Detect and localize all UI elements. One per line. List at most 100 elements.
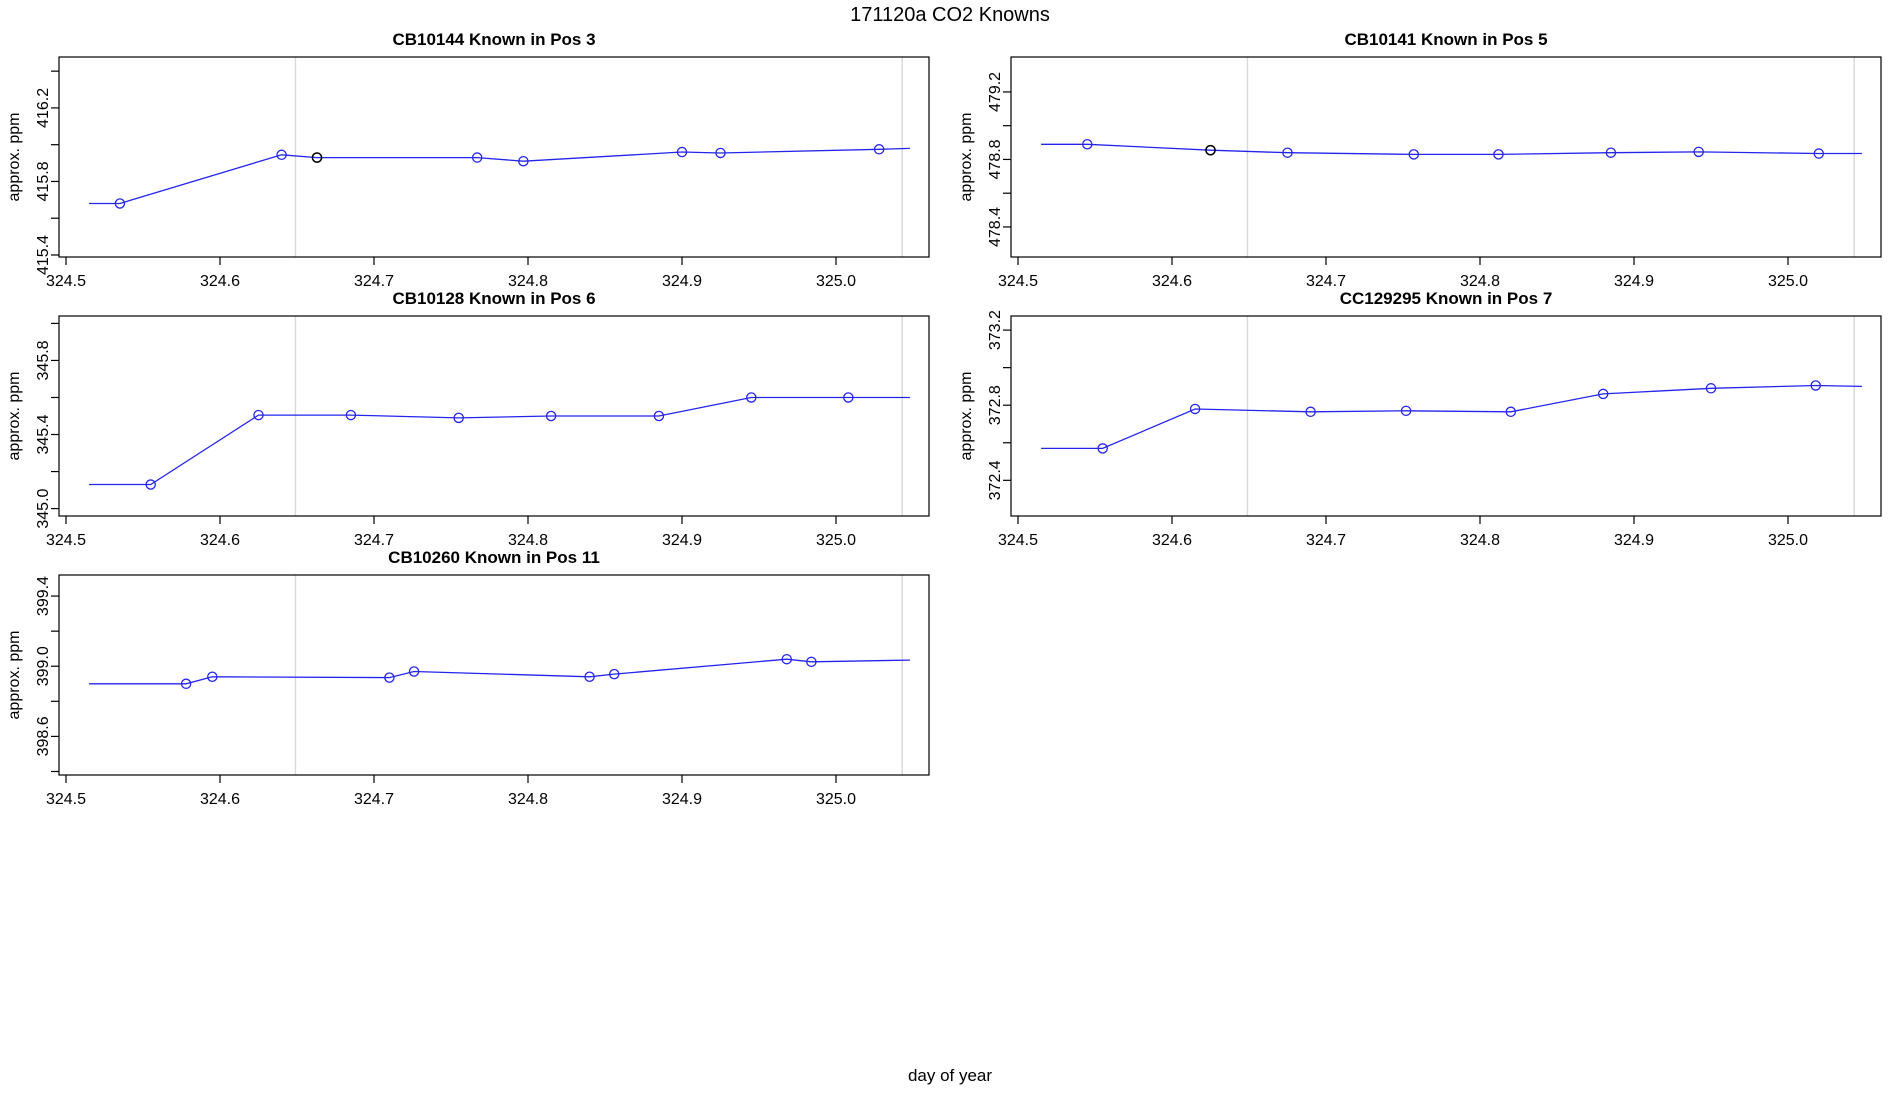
y-tick-label: 345.0 xyxy=(35,488,52,528)
subplot-cc129295: 324.5 324.6 324.7 324.8 324.9 325.0 372.4 372.8… xyxy=(958,289,1882,549)
x-tick-label: 324.8 xyxy=(508,532,548,549)
data-point xyxy=(253,409,264,421)
y-tick-label: 416.2 xyxy=(35,88,52,128)
data-point xyxy=(408,666,420,677)
x-tick-label: 324.5 xyxy=(46,791,86,808)
y-axis-label: approx. ppm xyxy=(6,113,23,202)
x-tick-label: 324.8 xyxy=(1460,532,1500,549)
data-point xyxy=(384,672,395,683)
subplot-title: CB10128 Known in Pos 6 xyxy=(392,289,595,308)
data-point xyxy=(1605,147,1617,158)
x-tick-label: 324.9 xyxy=(1614,273,1654,290)
x-tick-label: 324.6 xyxy=(200,791,240,808)
data-point xyxy=(1305,406,1316,418)
data-point xyxy=(781,653,792,665)
series-line xyxy=(89,658,910,685)
data-point xyxy=(1082,139,1093,150)
x-tick-label: 324.9 xyxy=(662,273,702,290)
y-tick-label: 478.4 xyxy=(987,207,1004,247)
plot-box xyxy=(1010,315,1882,517)
series-line xyxy=(89,147,910,205)
x-tick-label: 324.5 xyxy=(998,532,1038,549)
x-tick-label: 324.8 xyxy=(508,273,548,290)
subplot-title: CB10144 Known in Pos 3 xyxy=(392,30,595,49)
x-tick-label: 325.0 xyxy=(1768,273,1808,290)
data-point xyxy=(715,147,726,159)
x-tick-label: 324.7 xyxy=(354,532,394,549)
y-tick-label: 399.0 xyxy=(35,646,52,686)
x-tick-label: 325.0 xyxy=(816,273,856,290)
data-point xyxy=(114,198,126,209)
data-point xyxy=(545,410,557,422)
data-point xyxy=(1813,148,1825,159)
x-tick-label: 324.5 xyxy=(46,532,86,549)
subplot-cb10141: 324.5 324.6 324.7 324.8 324.9 325.0 478.4 478.8… xyxy=(958,30,1882,290)
data-point xyxy=(746,392,757,403)
data-point xyxy=(806,656,817,668)
data-point xyxy=(1505,406,1517,418)
series-line xyxy=(1041,143,1862,156)
data-point xyxy=(676,146,688,158)
y-axis-label: approx. ppm xyxy=(958,113,975,202)
data-point xyxy=(471,152,483,163)
data-point xyxy=(345,409,357,421)
y-tick-label: 479.2 xyxy=(987,72,1004,112)
y-tick-label: 345.4 xyxy=(35,414,52,454)
x-tick-label: 325.0 xyxy=(816,791,856,808)
x-tick-label: 324.7 xyxy=(1306,273,1346,290)
data-point xyxy=(1493,149,1504,160)
x-tick-label: 324.7 xyxy=(354,273,394,290)
main-title: 171120a CO2 Knowns xyxy=(850,4,1050,26)
y-tick-label: 373.2 xyxy=(987,310,1004,350)
x-tick-label: 325.0 xyxy=(816,532,856,549)
plot-box xyxy=(58,56,930,258)
y-tick-label: 415.8 xyxy=(35,161,52,201)
series-line xyxy=(1041,384,1862,450)
data-point xyxy=(1097,443,1108,454)
subplot-cb10260: 324.5 324.6 324.7 324.8 324.9 325.0 398.6 399.0… xyxy=(6,548,930,808)
y-axis-label: approx. ppm xyxy=(6,631,23,720)
subplot-title: CC129295 Known in Pos 7 xyxy=(1340,289,1553,308)
data-point xyxy=(653,410,665,422)
data-point xyxy=(518,155,529,167)
x-tick-label: 324.8 xyxy=(508,791,548,808)
data-point xyxy=(276,149,287,161)
subplot-title: CB10141 Known in Pos 5 xyxy=(1344,30,1547,49)
x-axis-shared-label: day of year xyxy=(907,1066,993,1085)
data-point-highlighted xyxy=(1205,144,1216,156)
plot-box xyxy=(58,315,930,517)
x-tick-label: 324.7 xyxy=(1306,532,1346,549)
y-tick-label: 345.8 xyxy=(35,340,52,380)
x-tick-label: 325.0 xyxy=(1768,532,1808,549)
data-point xyxy=(180,678,192,690)
y-tick-label: 399.4 xyxy=(35,576,52,616)
y-tick-label: 372.4 xyxy=(987,460,1004,500)
x-tick-label: 324.5 xyxy=(46,273,86,290)
subplot-cb10144: 324.5 324.6 324.7 324.8 324.9 325.0 415.4 415.8… xyxy=(6,30,930,290)
data-point xyxy=(1282,147,1293,158)
plot-box xyxy=(1010,56,1882,258)
data-point xyxy=(1810,380,1821,391)
y-tick-label: 398.6 xyxy=(35,716,52,756)
x-tick-label: 324.8 xyxy=(1460,273,1500,290)
x-tick-label: 324.6 xyxy=(200,532,240,549)
subplot-title: CB10260 Known in Pos 11 xyxy=(388,548,600,567)
data-point xyxy=(1408,149,1420,160)
data-point xyxy=(207,671,218,683)
series-line xyxy=(89,396,910,486)
subplot-cb10128: 324.5 324.6 324.7 324.8 324.9 325.0 345.0 345.4… xyxy=(6,289,930,549)
y-tick-label: 372.8 xyxy=(987,385,1004,425)
data-point xyxy=(1400,405,1412,417)
data-point xyxy=(584,671,595,683)
data-point xyxy=(1705,383,1717,394)
data-point xyxy=(873,144,885,155)
data-point xyxy=(1597,388,1609,400)
x-tick-label: 324.9 xyxy=(662,791,702,808)
data-point xyxy=(453,412,464,424)
x-tick-label: 324.6 xyxy=(1152,532,1192,549)
y-tick-label: 415.4 xyxy=(35,235,52,275)
x-tick-label: 324.7 xyxy=(354,791,394,808)
y-tick-label: 478.8 xyxy=(987,139,1004,179)
data-point xyxy=(1189,403,1201,415)
